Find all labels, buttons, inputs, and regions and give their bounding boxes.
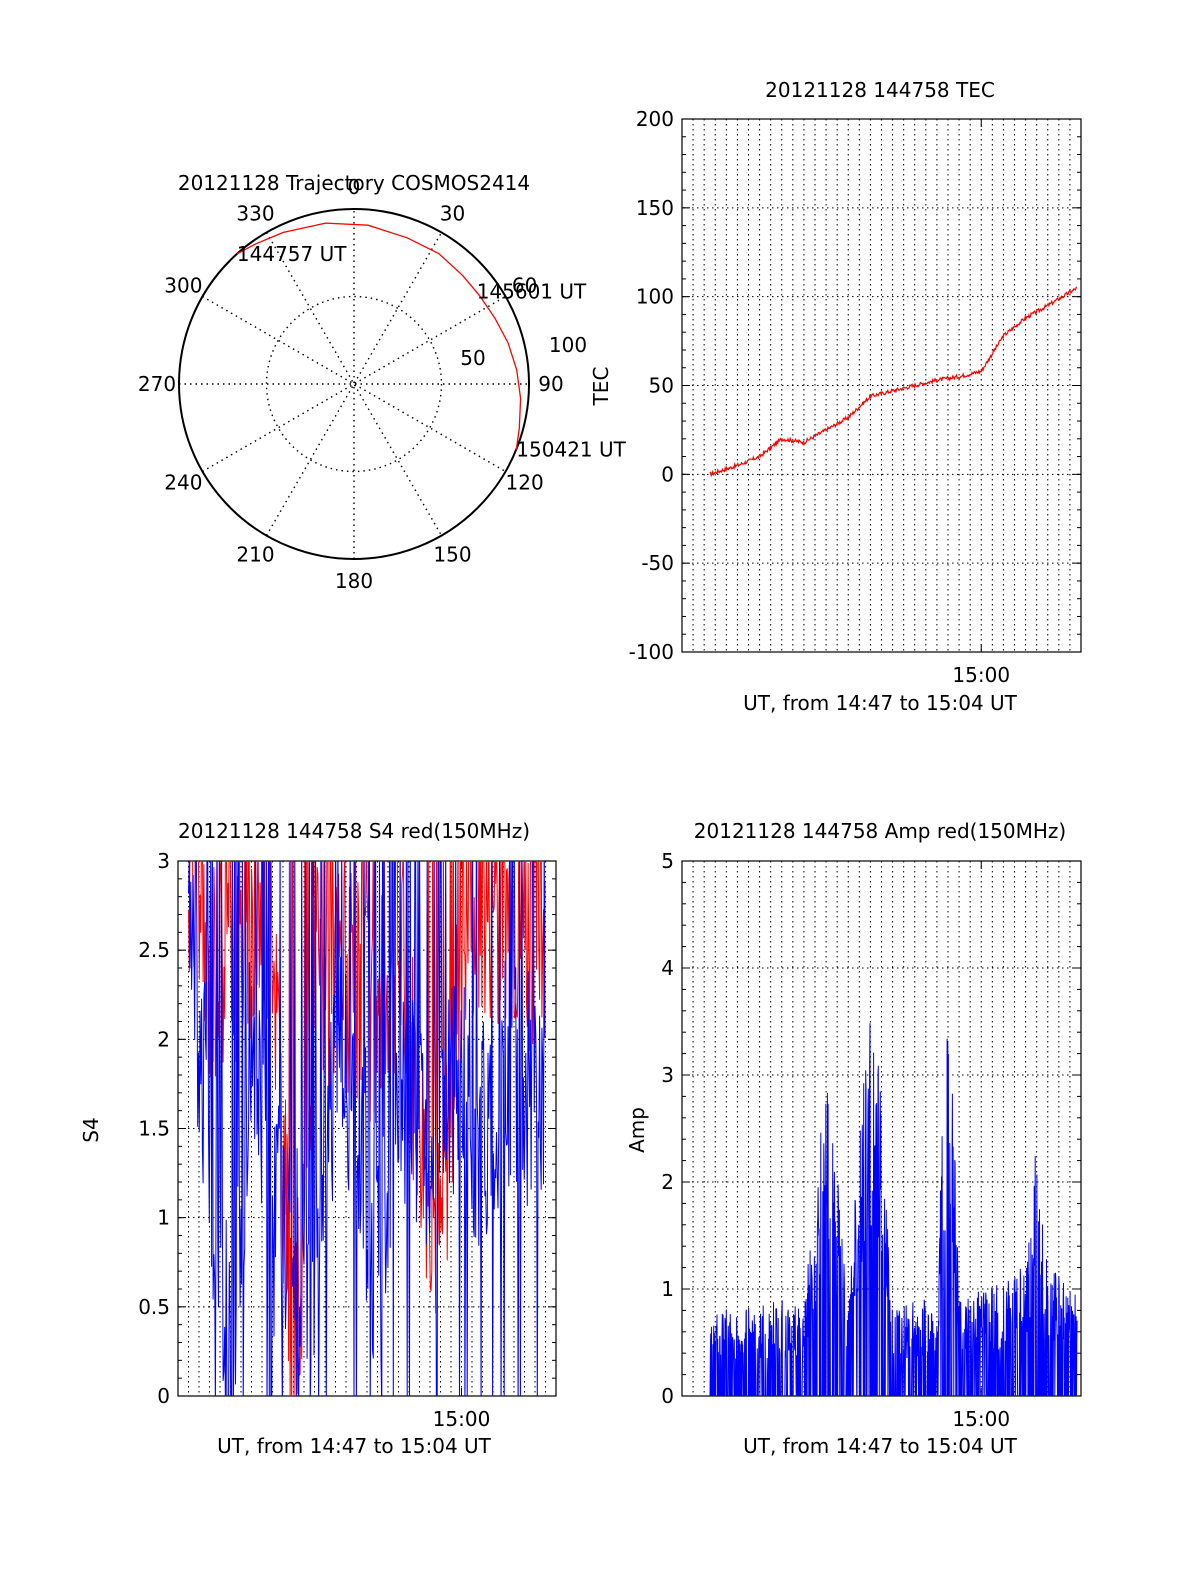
amp-title: 20121128 144758 Amp red(150MHz) xyxy=(694,819,1066,843)
s4-ytick-label: 2.5 xyxy=(138,938,170,962)
polar-radial-label-50: 50 xyxy=(460,346,485,370)
amp-ytick-label: 3 xyxy=(661,1063,674,1087)
polar-inner-circle xyxy=(265,295,443,473)
polar-azimuth-label: 210 xyxy=(236,543,274,567)
polar-time-annotation: 145601 UT xyxy=(477,280,587,304)
tec-ytick-label: 50 xyxy=(649,374,674,398)
tec-ytick-label: -50 xyxy=(641,551,674,575)
amp-panel: 20121128 144758 Amp red(150MHz) Amp UT, … xyxy=(625,819,1082,1458)
amp-series-line xyxy=(709,1023,1078,1396)
polar-spoke xyxy=(265,232,443,536)
tec-frame xyxy=(681,118,1082,653)
tec-xlabel: UT, from 14:47 to 15:04 UT xyxy=(743,691,1018,715)
polar-time-annotation: 150421 UT xyxy=(516,438,626,462)
s4-ytick-label: 2 xyxy=(157,1027,170,1051)
polar-azimuth-label: 90 xyxy=(538,372,563,396)
polar-azimuth-label: 120 xyxy=(506,471,544,495)
amp-ytick-label: 0 xyxy=(661,1384,674,1408)
polar-time-annotation: 144757 UT xyxy=(237,242,347,266)
tec-axes: 200 150 100 50 0 -50 -100 15:00 xyxy=(629,107,1082,687)
amp-ytick-label: 1 xyxy=(661,1277,674,1301)
amp-ytick-label: 4 xyxy=(661,956,674,980)
polar-spoke xyxy=(202,295,506,473)
s4-ylabel: S4 xyxy=(79,1117,103,1142)
amp-xlabel: UT, from 14:47 to 15:04 UT xyxy=(743,1434,1018,1458)
tec-series-line xyxy=(709,286,1078,478)
s4-ytick-label: 0 xyxy=(157,1384,170,1408)
polar-spoke xyxy=(265,232,443,536)
polar-azimuth-label: 180 xyxy=(335,569,373,593)
polar-azimuth-label: 270 xyxy=(138,372,176,396)
polar-trajectory-line xyxy=(236,222,522,450)
s4-xtick-label: 15:00 xyxy=(433,1407,491,1431)
polar-annotations: 144757 UT 145601 UT 150421 UT xyxy=(237,242,627,462)
polar-azimuth-label: 150 xyxy=(433,543,471,567)
s4-ytick-label: 0.5 xyxy=(138,1295,170,1319)
s4-ytick-label: 1 xyxy=(157,1206,170,1230)
s4-ytick-label: 1.5 xyxy=(138,1117,170,1141)
polar-azimuth-label: 300 xyxy=(164,274,202,298)
amp-series xyxy=(709,1023,1078,1396)
tec-ytick-label: -100 xyxy=(629,640,674,664)
tec-ytick-label: 100 xyxy=(636,285,674,309)
polar-trajectory xyxy=(236,222,522,450)
polar-azimuth-labels: 0 30 60 90 120 150 180 210 240 270 300 330 xyxy=(138,175,564,593)
s4-panel: 20121128 144758 S4 red(150MHz) S4 UT, fr… xyxy=(79,819,557,1458)
tec-ylabel: TEC xyxy=(589,367,613,407)
amp-xtick-label: 15:00 xyxy=(952,1407,1010,1431)
tec-ytick-label: 0 xyxy=(661,462,674,486)
s4-series xyxy=(188,861,546,1396)
s4-series-line xyxy=(188,861,546,1396)
s4-xlabel: UT, from 14:47 to 15:04 UT xyxy=(217,1434,492,1458)
tec-ytick-label: 200 xyxy=(636,107,674,131)
tec-panel: 20121128 144758 TEC TEC UT, from 14:47 t… xyxy=(589,78,1082,715)
amp-ytick-label: 5 xyxy=(661,849,674,873)
amp-ylabel: Amp xyxy=(625,1107,649,1153)
s4-title: 20121128 144758 S4 red(150MHz) xyxy=(178,819,530,843)
polar-azimuth-label: 30 xyxy=(440,201,465,225)
polar-radial-label-100: 100 xyxy=(549,333,587,357)
polar-azimuth-label: 0 xyxy=(348,175,361,199)
tec-ytick-label: 150 xyxy=(636,196,674,220)
tec-series xyxy=(709,286,1078,478)
polar-panel: 20121128 Trajectory COSMOS2414 0 30 60 90 12… xyxy=(138,171,627,593)
polar-spoke xyxy=(202,295,506,473)
amp-ytick-label: 2 xyxy=(661,1170,674,1194)
tec-title: 20121128 144758 TEC xyxy=(765,78,995,102)
polar-grid xyxy=(178,208,530,560)
polar-azimuth-label: 240 xyxy=(164,471,202,495)
s4-ytick-label: 3 xyxy=(157,849,170,873)
polar-azimuth-label: 330 xyxy=(236,201,274,225)
s4-series-line xyxy=(188,861,546,1396)
polar-azimuth-label: 60 xyxy=(512,274,537,298)
polar-title: 20121128 Trajectory COSMOS2414 xyxy=(178,171,530,195)
tec-xtick-label: 15:00 xyxy=(952,663,1010,687)
